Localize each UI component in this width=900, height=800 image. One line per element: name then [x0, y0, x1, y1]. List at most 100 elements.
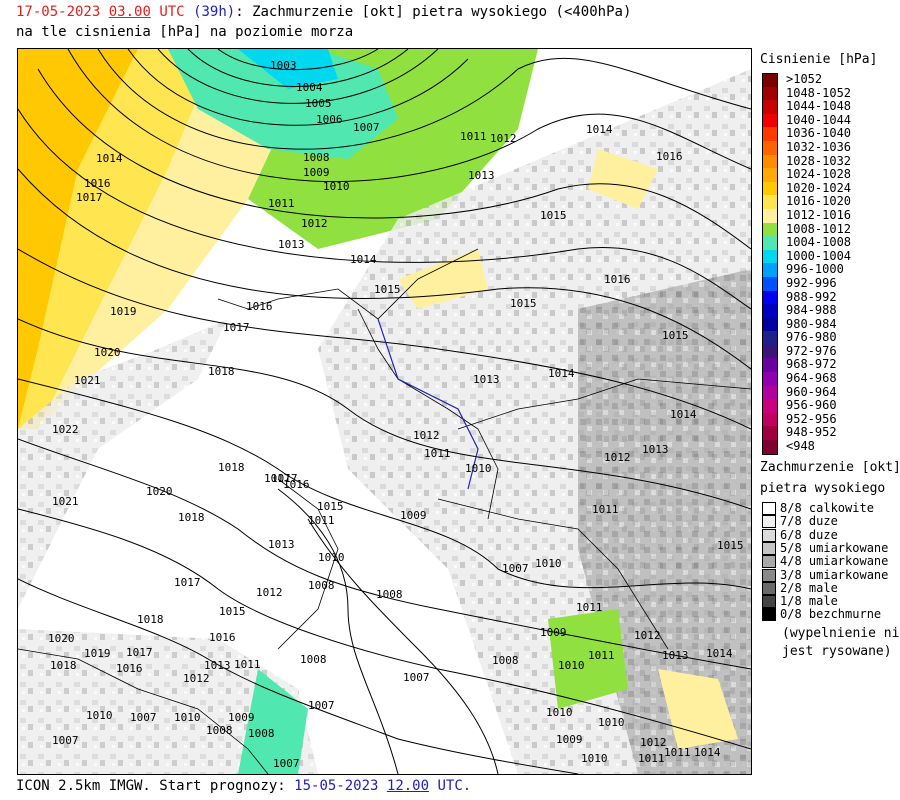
isobar-label: 1012 — [183, 672, 210, 685]
cloud-legend-swatch — [762, 608, 776, 622]
isobar-label: 1011 — [592, 503, 619, 516]
isobar-label: 1010 — [318, 551, 345, 564]
isobar-label: 1018 — [208, 365, 235, 378]
cloud-legend-swatch — [762, 555, 776, 569]
cloud-legend-swatch — [762, 515, 776, 529]
isobar-labels: 1003 1004 1005 1006 1007 1008 1009 1010 … — [48, 59, 744, 770]
country-border-highlight — [377, 318, 479, 490]
borders — [18, 248, 751, 774]
cloud-legend-swatch — [762, 528, 776, 542]
legend-label: 996-1000 — [786, 262, 844, 277]
isobar-label: 1013 — [468, 169, 495, 182]
legend-label: 1040-1044 — [786, 112, 852, 127]
isobar-label: 1007 — [130, 711, 157, 724]
pressure-legend-item: 960-964 — [760, 384, 900, 400]
legend-swatch — [762, 399, 778, 413]
isobar-label: 1020 — [48, 632, 75, 645]
isobar-label: 1014 — [694, 746, 721, 759]
cloud-legend-swatch — [762, 541, 776, 555]
pressure-legend-item: 1040-1044 — [760, 112, 900, 128]
legend-label: 1036-1040 — [786, 126, 852, 141]
legend-swatch — [762, 208, 778, 223]
legend-swatch — [762, 331, 778, 345]
pressure-legend-item: <948 — [760, 439, 900, 455]
isobar-label: 1011 — [588, 649, 615, 662]
isobar-label: 1003 — [270, 59, 297, 72]
cloud-legend-label: 7/8 duze — [780, 514, 838, 529]
cloud-legend-note-2: jest rysowane) — [782, 644, 892, 659]
isobar-label: 1009 — [400, 509, 427, 522]
footer-model: ICON 2.5km IMGW. Start prognozy: — [16, 778, 295, 794]
isobar-label: 1004 — [296, 81, 323, 94]
isobar-label: 1006 — [316, 113, 343, 126]
legend-swatch — [762, 276, 778, 291]
isobar-label: 1009 — [556, 733, 583, 746]
pressure-legend: Cisnienie [hPa] >1052 1048-1052 1044-1048 1… — [760, 52, 900, 455]
pressure-legend-item: 968-972 — [760, 358, 900, 373]
forecast-date: 17-05-2023 — [16, 4, 101, 20]
isobar-label: 1011 — [664, 746, 691, 759]
legend-swatch — [762, 440, 778, 455]
legend-label: 1004-1008 — [786, 235, 852, 250]
map-canvas: 1003 1004 1005 1006 1007 1008 1009 1010 … — [18, 49, 751, 774]
title-rest: : Zachmurzenie [okt] pietra wysokiego (<… — [235, 4, 632, 20]
legend-swatch — [762, 249, 778, 264]
legend-swatch — [762, 317, 778, 332]
pressure-legend-item: 1004-1008 — [760, 236, 900, 250]
legend-label: 1012-1016 — [786, 207, 852, 222]
legend-label: 960-964 — [786, 384, 837, 399]
isobar-label: 1010 — [535, 557, 562, 570]
high-cloud-area-west — [18, 319, 228, 609]
cloud-legend-label: 2/8 male — [780, 580, 838, 595]
isobar-label: 1016 — [604, 273, 631, 286]
isobar-label: 1018 — [50, 659, 77, 672]
isobar-label: 1010 — [86, 709, 113, 722]
isobar-label: 1021 — [74, 374, 101, 387]
pressure-legend-item: >1052 — [760, 72, 900, 88]
isobar-label: 1014 — [548, 367, 575, 380]
isobar-label: 1007 — [273, 757, 300, 770]
isobar-label: 1010 — [323, 180, 350, 193]
cloud-legend-swatch — [762, 502, 776, 515]
pressure-legend-item: 1008-1012 — [760, 222, 900, 237]
pressure-band-1004-1008 — [168, 49, 398, 159]
pressure-legend-item: 1000-1004 — [760, 248, 900, 264]
pressure-legend-item: 952-956 — [760, 412, 900, 427]
legend-label: 956-960 — [786, 398, 837, 413]
pressure-legend-item: 1012-1016 — [760, 207, 900, 223]
isobar-label: 1013 — [204, 659, 231, 672]
isobar-label: 1008 — [206, 724, 233, 737]
isobar-label: 1012 — [604, 451, 631, 464]
isobar-label: 1008 — [248, 727, 275, 740]
legend-label: 1000-1004 — [786, 248, 852, 263]
legend-swatch — [762, 113, 778, 128]
pressure-legend-item: 1024-1028 — [760, 168, 900, 182]
isobar-label: 1013 — [278, 238, 305, 251]
legend-label: 1024-1028 — [786, 167, 852, 182]
isobar-label: 1014 — [706, 647, 733, 660]
legend-swatch — [762, 358, 778, 373]
pressure-legend-item: 976-980 — [760, 331, 900, 345]
isobar-label: 1018 — [137, 613, 164, 626]
isobar-label: 1014 — [350, 253, 377, 266]
isobar-label: 1017 — [271, 472, 298, 485]
isobar-label: 1012 — [301, 217, 328, 230]
map-subtitle: na tle cisnienia [hPa] na poziomie morza — [16, 24, 354, 40]
forecast-map: 1003 1004 1005 1006 1007 1008 1009 1010 … — [17, 48, 752, 775]
legend-label: 1020-1024 — [786, 180, 852, 195]
isobar-label: 1018 — [218, 461, 245, 474]
legend-label: 972-976 — [786, 343, 837, 358]
isobar-label: 1022 — [52, 423, 79, 436]
pressure-legend-item: 996-1000 — [760, 263, 900, 277]
isobar-label: 1014 — [586, 123, 613, 136]
pressure-legend-item: 1016-1020 — [760, 195, 900, 209]
legend-swatch — [762, 236, 778, 250]
pressure-legend-item: 984-988 — [760, 303, 900, 318]
legend-swatch — [762, 290, 778, 305]
isobar-label: 1014 — [96, 152, 123, 165]
isobar-label: 1008 — [300, 653, 327, 666]
isobar-label: 1012 — [490, 132, 517, 145]
legend-swatch — [762, 140, 778, 155]
isobar-label: 1008 — [308, 579, 335, 592]
footer-start-date: 15-05-2023 — [294, 778, 379, 794]
